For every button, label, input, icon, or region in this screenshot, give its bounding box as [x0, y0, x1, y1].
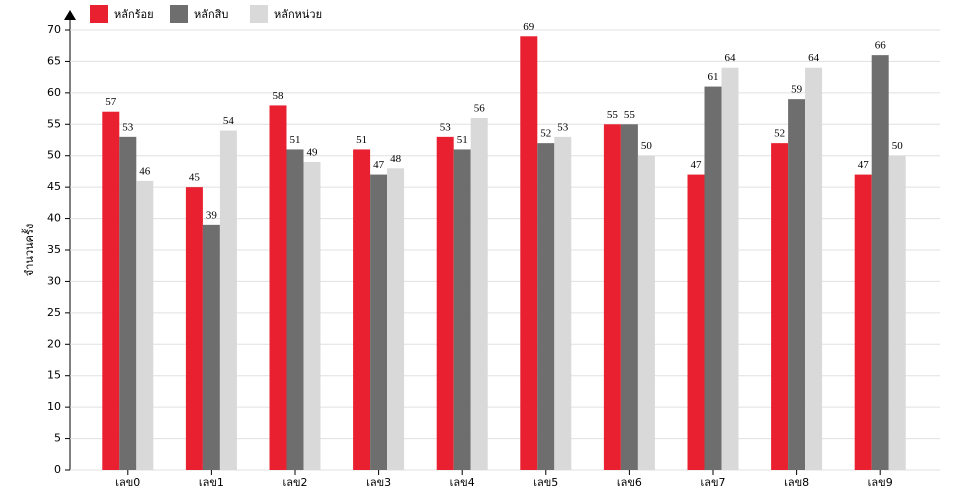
value-label: 53	[122, 121, 134, 133]
bar	[453, 149, 471, 470]
x-tick-label: เลข1	[199, 476, 224, 489]
bar	[520, 36, 538, 471]
bar	[854, 174, 872, 471]
y-tick-label: 45	[47, 180, 61, 193]
bar	[704, 86, 722, 471]
bar	[119, 136, 137, 470]
bar	[219, 130, 237, 471]
bar	[353, 149, 371, 470]
bar	[202, 224, 220, 470]
value-label: 47	[373, 159, 385, 171]
bar	[436, 136, 454, 470]
value-label: 66	[875, 40, 887, 52]
y-tick-label: 50	[47, 149, 61, 162]
y-tick-label: 65	[47, 54, 61, 67]
legend-swatch	[170, 5, 188, 23]
x-tick-label: เลข7	[700, 476, 725, 489]
legend-swatch	[250, 5, 268, 23]
bar	[387, 168, 405, 471]
bar	[102, 111, 120, 470]
value-label: 53	[557, 121, 569, 133]
value-label: 64	[808, 52, 820, 64]
bar	[269, 105, 287, 470]
value-label: 55	[624, 109, 636, 121]
bar	[721, 67, 739, 470]
value-label: 45	[189, 172, 201, 184]
value-label: 39	[206, 209, 218, 221]
value-label: 69	[523, 21, 535, 33]
y-tick-label: 0	[54, 463, 61, 476]
value-label: 51	[457, 134, 468, 146]
value-label: 50	[641, 140, 653, 152]
bar	[637, 155, 655, 470]
value-label: 50	[892, 140, 904, 152]
bar	[603, 124, 621, 471]
value-label: 51	[356, 134, 367, 146]
x-tick-label: เลข2	[282, 476, 307, 489]
value-label: 47	[691, 159, 703, 171]
bar	[286, 149, 304, 470]
bar	[303, 162, 321, 470]
value-label: 52	[540, 128, 551, 140]
value-label: 54	[223, 115, 235, 127]
value-label: 48	[390, 153, 402, 165]
y-tick-label: 20	[47, 337, 61, 350]
value-label: 51	[290, 134, 301, 146]
bar	[620, 124, 638, 471]
y-tick-label: 15	[47, 369, 61, 382]
value-label: 53	[440, 121, 452, 133]
y-axis-arrow	[64, 10, 76, 20]
legend-label: หลักร้อย	[114, 8, 154, 21]
y-tick-label: 40	[47, 212, 61, 225]
bar	[370, 174, 388, 471]
x-tick-label: เลข3	[366, 476, 391, 489]
y-axis-label: จำนวนครั้ง	[21, 224, 36, 276]
y-tick-label: 55	[47, 117, 61, 130]
x-tick-label: เลข8	[784, 476, 809, 489]
bar	[537, 143, 555, 470]
bar	[470, 118, 488, 470]
y-tick-label: 25	[47, 306, 61, 319]
x-tick-label: เลข6	[617, 476, 642, 489]
legend-label: หลักสิบ	[194, 8, 228, 21]
bar	[805, 67, 823, 470]
bar	[788, 99, 806, 471]
x-tick-label: เลข9	[868, 476, 893, 489]
value-label: 55	[607, 109, 619, 121]
value-label: 61	[708, 71, 719, 83]
value-label: 52	[774, 128, 785, 140]
value-label: 57	[105, 96, 117, 108]
value-label: 47	[858, 159, 870, 171]
bar	[771, 143, 789, 470]
bar	[888, 155, 906, 470]
x-tick-label: เลข0	[115, 476, 140, 489]
y-tick-label: 60	[47, 86, 61, 99]
bar	[871, 55, 889, 471]
y-tick-label: 70	[47, 23, 61, 36]
legend-label: หลักหน่วย	[274, 8, 322, 21]
legend-swatch	[90, 5, 108, 23]
y-tick-label: 35	[47, 243, 61, 256]
value-label: 46	[139, 165, 151, 177]
bar	[136, 180, 154, 470]
value-label: 59	[791, 84, 803, 96]
value-label: 58	[273, 90, 285, 102]
y-tick-label: 10	[47, 400, 61, 413]
bar	[554, 136, 572, 470]
y-tick-label: 30	[47, 274, 61, 287]
value-label: 64	[725, 52, 737, 64]
x-tick-label: เลข5	[533, 476, 558, 489]
bar	[687, 174, 705, 471]
y-tick-label: 5	[54, 432, 61, 445]
value-label: 49	[307, 147, 319, 159]
x-tick-label: เลข4	[450, 476, 475, 489]
value-label: 56	[474, 103, 486, 115]
bar	[185, 187, 203, 470]
